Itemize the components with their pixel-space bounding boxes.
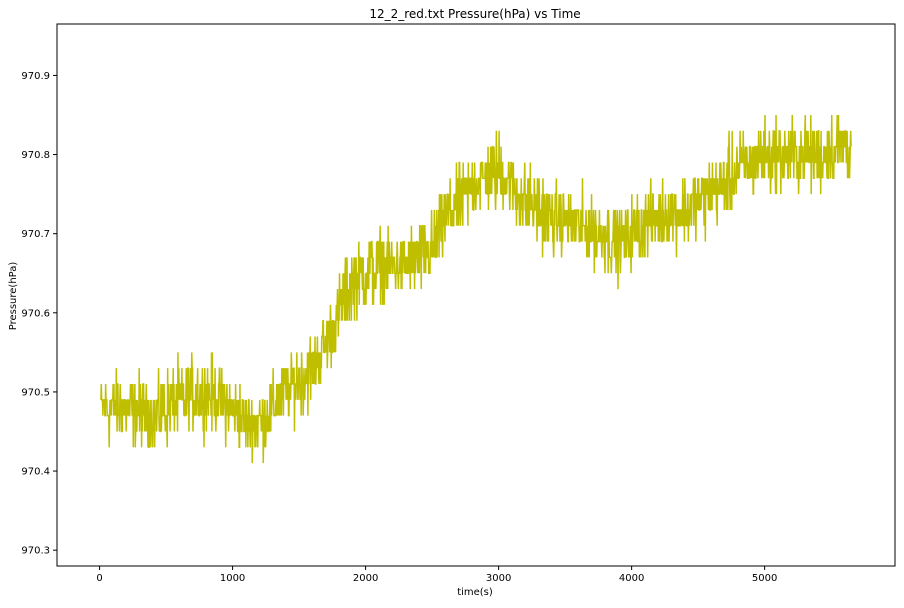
x-tick-label: 5000 (752, 573, 777, 584)
y-axis-label: Pressure(hPa) (8, 262, 19, 331)
y-axis: 970.3 970.4 970.5 970.6 970.7 970.8 970.9 (21, 71, 57, 557)
y-tick-label: 970.3 (21, 546, 50, 557)
x-tick-label: 4000 (619, 573, 644, 584)
chart-title: 12_2_red.txt Pressure(hPa) vs Time (369, 7, 580, 21)
x-tick-label: 0 (96, 573, 102, 584)
x-axis: 0 1000 2000 3000 4000 5000 (96, 566, 777, 584)
x-tick-label: 1000 (220, 573, 245, 584)
axes-frame (56, 23, 896, 567)
plot-area (100, 114, 852, 464)
y-tick-label: 970.6 (21, 308, 50, 319)
y-tick-label: 970.9 (21, 71, 50, 82)
y-tick-label: 970.4 (21, 467, 50, 478)
x-axis-label: time(s) (457, 587, 493, 598)
y-tick-label: 970.5 (21, 387, 50, 398)
y-tick-label: 970.7 (21, 229, 50, 240)
pressure-series-line (100, 114, 852, 464)
x-tick-label: 3000 (486, 573, 511, 584)
y-tick-label: 970.8 (21, 150, 50, 161)
x-tick-label: 2000 (353, 573, 378, 584)
